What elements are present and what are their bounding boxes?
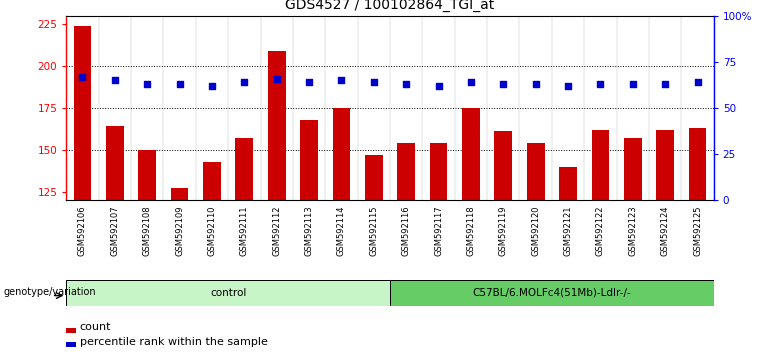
Point xyxy=(626,81,639,87)
Point xyxy=(141,81,154,87)
Point xyxy=(303,79,315,85)
Text: GSM592125: GSM592125 xyxy=(693,206,702,256)
Point xyxy=(108,78,121,83)
Bar xyxy=(106,126,124,200)
Text: GSM592113: GSM592113 xyxy=(304,206,314,256)
Point xyxy=(594,81,607,87)
Bar xyxy=(495,131,512,200)
Point xyxy=(562,83,574,89)
Bar xyxy=(300,120,318,200)
Title: GDS4527 / 100102864_TGI_at: GDS4527 / 100102864_TGI_at xyxy=(285,0,495,12)
Point xyxy=(432,83,445,89)
Point xyxy=(367,79,380,85)
Bar xyxy=(591,130,609,200)
Bar xyxy=(203,161,221,200)
Text: GSM592106: GSM592106 xyxy=(78,206,87,256)
Text: genotype/variation: genotype/variation xyxy=(4,287,97,297)
Point xyxy=(238,79,250,85)
Text: GSM592122: GSM592122 xyxy=(596,206,605,256)
Bar xyxy=(656,130,674,200)
Bar xyxy=(397,143,415,200)
Text: GSM592119: GSM592119 xyxy=(498,206,508,256)
Text: GSM592111: GSM592111 xyxy=(239,206,249,256)
Bar xyxy=(171,188,189,200)
Text: GSM592117: GSM592117 xyxy=(434,206,443,256)
Point xyxy=(465,79,477,85)
Point xyxy=(335,78,348,83)
Point xyxy=(206,83,218,89)
Bar xyxy=(559,166,577,200)
Text: GSM592107: GSM592107 xyxy=(110,206,119,256)
Bar xyxy=(390,280,714,306)
Text: control: control xyxy=(210,288,246,298)
Point xyxy=(76,74,89,80)
Text: GSM592118: GSM592118 xyxy=(466,206,476,256)
Text: GSM592116: GSM592116 xyxy=(402,206,411,256)
Text: percentile rank within the sample: percentile rank within the sample xyxy=(80,337,268,347)
Bar xyxy=(66,280,390,306)
Point xyxy=(173,81,186,87)
Text: GSM592108: GSM592108 xyxy=(143,206,152,256)
Bar xyxy=(365,155,383,200)
Point xyxy=(497,81,509,87)
Text: GSM592112: GSM592112 xyxy=(272,206,282,256)
Bar xyxy=(268,51,285,200)
Bar xyxy=(332,108,350,200)
Text: GSM592110: GSM592110 xyxy=(207,206,217,256)
Point xyxy=(691,79,704,85)
Bar xyxy=(689,128,707,200)
Bar xyxy=(462,108,480,200)
Bar xyxy=(73,26,91,200)
Point xyxy=(271,76,283,81)
Bar xyxy=(236,138,254,200)
Bar xyxy=(138,150,156,200)
Bar xyxy=(430,143,448,200)
Point xyxy=(659,81,672,87)
Text: GSM592121: GSM592121 xyxy=(563,206,573,256)
Bar xyxy=(526,143,544,200)
Text: C57BL/6.MOLFc4(51Mb)-Ldlr-/-: C57BL/6.MOLFc4(51Mb)-Ldlr-/- xyxy=(473,288,631,298)
Point xyxy=(530,81,542,87)
Text: GSM592123: GSM592123 xyxy=(628,206,637,256)
Point xyxy=(400,81,413,87)
Text: GSM592115: GSM592115 xyxy=(369,206,378,256)
Text: GSM592124: GSM592124 xyxy=(661,206,670,256)
Text: count: count xyxy=(80,322,111,332)
Text: GSM592114: GSM592114 xyxy=(337,206,346,256)
Bar xyxy=(624,138,642,200)
Text: GSM592109: GSM592109 xyxy=(175,206,184,256)
Text: GSM592120: GSM592120 xyxy=(531,206,541,256)
